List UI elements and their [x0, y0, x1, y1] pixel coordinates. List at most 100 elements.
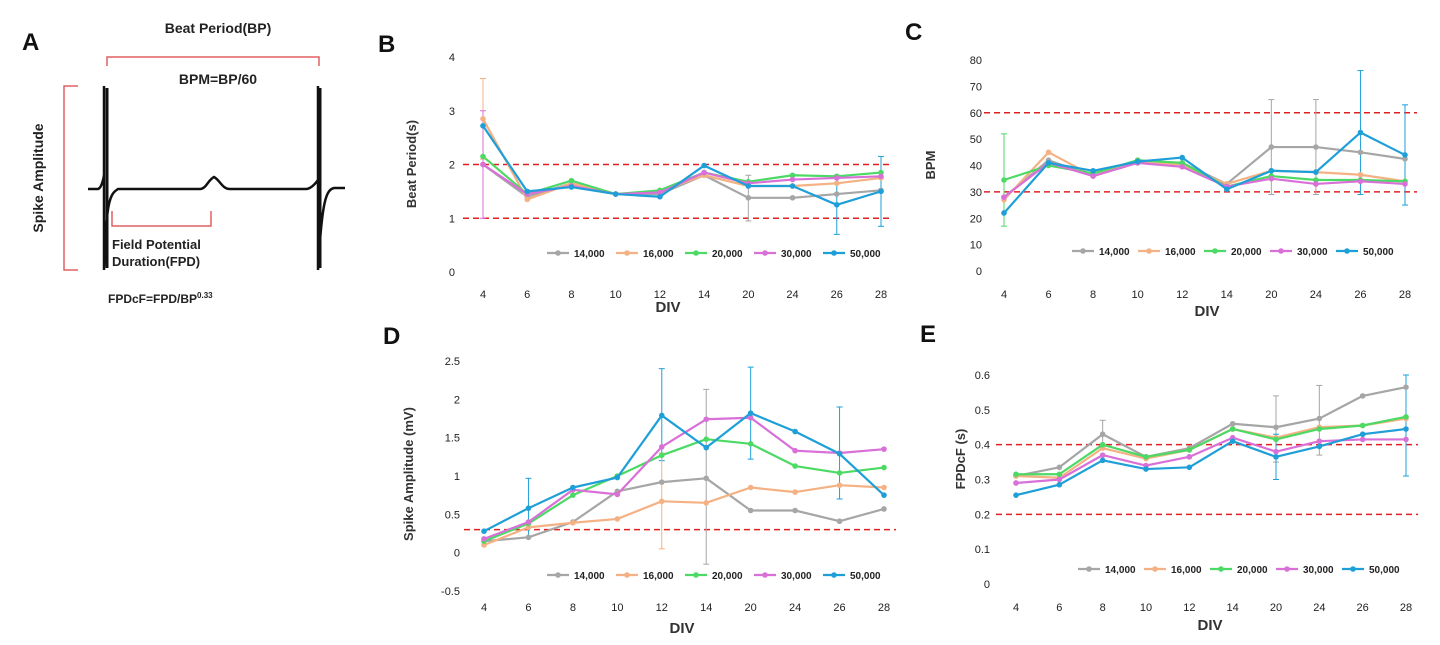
chart-d-point-30000-3	[614, 491, 621, 498]
chart-d-point-50000-6	[747, 410, 754, 416]
chart-b-xtick-5: 14	[698, 289, 710, 301]
chart-d-xtick-4: 12	[656, 602, 668, 614]
chart-e-point-30000-9	[1403, 436, 1409, 443]
bpm-formula-label: BPM=BP/60	[179, 71, 257, 87]
chart-b-point-20000-0	[480, 153, 486, 160]
chart-d-point-14000-5	[703, 475, 710, 482]
chart-c-point-16000-8	[1357, 171, 1364, 178]
chart-b-ytick-0: 0	[449, 267, 455, 279]
fpdcf-formula: FPDcF=FPD/BP0.33	[108, 291, 213, 306]
chart-b-point-16000-0	[480, 116, 486, 122]
chart-e-point-20000-6	[1273, 436, 1279, 443]
chart-e-point-14000-9	[1403, 384, 1409, 390]
chart-d-series-line-16000	[483, 484, 885, 547]
chart-e-point-20000-7	[1316, 426, 1323, 432]
chart-d-point-50000-9	[881, 492, 887, 498]
chart-c-series-line-50000	[1003, 131, 1406, 214]
chart-d-point-20000-7	[792, 463, 798, 469]
chart-c-ytick-5: 50	[970, 134, 982, 146]
chart-c-legend-item-1: 16,000	[1138, 247, 1196, 258]
chart-c-ytick-7: 70	[970, 81, 982, 93]
chart-e-point-20000-3	[1143, 454, 1149, 460]
chart-d-xtick-8: 26	[833, 602, 845, 614]
chart-e-ytick-0: 0	[984, 579, 990, 591]
chart-c-xtick-8: 26	[1354, 289, 1366, 301]
chart-e-point-30000-8	[1359, 436, 1366, 443]
panel-a: A Beat Period(BP) BPM=BP/60 Spike Amplit…	[22, 20, 345, 306]
chart-e-point-20000-1	[1056, 471, 1063, 478]
chart-c-ytick-1: 10	[970, 240, 982, 252]
chart-e-point-14000-2	[1099, 431, 1106, 438]
chart-c-xtick-7: 24	[1310, 289, 1322, 301]
chart-e-xtick-1: 6	[1056, 602, 1062, 614]
svg-text:20,000: 20,000	[712, 571, 743, 582]
chart-c-ytick-6: 60	[970, 108, 982, 120]
panel-d-letter: D	[383, 323, 400, 350]
chart-d-point-30000-5	[703, 416, 710, 423]
chart-c-point-50000-9	[1402, 152, 1408, 158]
chart-d-xtick-3: 10	[611, 602, 623, 614]
chart-e-point-20000-2	[1099, 441, 1106, 448]
chart-d-point-50000-7	[792, 428, 798, 435]
chart-e-legend-item-3: 30,000	[1276, 565, 1334, 576]
chart-e-point-50000-7	[1316, 443, 1323, 450]
chart-b-xtick-7: 24	[786, 289, 798, 301]
chart-c-ytick-0: 0	[976, 266, 982, 278]
chart-d-ytick-0: -0.5	[441, 586, 460, 598]
chart-e-point-50000-6	[1273, 454, 1279, 460]
chart-d-ytick-1: 0	[454, 548, 460, 560]
chart-d-point-20000-4	[658, 452, 665, 459]
chart-b-ytick-1: 1	[449, 213, 455, 225]
svg-text:14,000: 14,000	[1099, 247, 1130, 258]
chart-d-point-16000-7	[792, 489, 798, 495]
chart-d-xtick-2: 8	[570, 602, 576, 614]
chart-e-xtick-3: 10	[1140, 602, 1152, 614]
chart-d-point-14000-1	[525, 534, 532, 541]
chart-e-xtick-4: 12	[1183, 602, 1195, 614]
chart-b-ylabel: Beat Period(s)	[404, 120, 419, 208]
chart-d-point-30000-7	[792, 447, 798, 454]
spike-amplitude-label: Spike Amplitude	[30, 123, 46, 232]
chart-c-point-50000-1	[1045, 160, 1052, 166]
chart-b-point-50000-0	[480, 123, 486, 129]
chart-d-point-30000-9	[881, 446, 887, 452]
chart-b-point-50000-7	[789, 183, 796, 189]
chart-c-legend-item-2: 20,000	[1204, 247, 1262, 258]
chart-e-point-14000-7	[1316, 415, 1323, 422]
panel-c: C BPM DIV 0 10 20 30 40 50 60 70 80 4 6 8 10 12 14 20 24…	[905, 19, 1417, 320]
svg-text:14,000: 14,000	[574, 571, 605, 582]
chart-e-point-50000-5	[1229, 438, 1236, 444]
svg-text:50,000: 50,000	[1369, 565, 1400, 576]
chart-c-point-50000-6	[1268, 167, 1275, 174]
chart-e-point-20000-0	[1013, 471, 1019, 478]
svg-text:14,000: 14,000	[574, 249, 605, 260]
chart-e-xtick-6: 20	[1270, 602, 1282, 614]
chart-e-xlabel: DIV	[1197, 617, 1222, 634]
fpd-bracket	[111, 211, 212, 227]
chart-e-point-14000-1	[1056, 464, 1063, 471]
chart-e-xtick-8: 26	[1357, 602, 1369, 614]
chart-c-ytick-2: 20	[970, 213, 982, 225]
chart-c-point-30000-2	[1090, 173, 1096, 179]
chart-c-point-50000-0	[1001, 210, 1007, 216]
chart-b-point-50000-5	[701, 162, 707, 169]
spike-amplitude-bracket	[63, 85, 78, 271]
chart-e-point-30000-2	[1099, 452, 1106, 458]
chart-b-ytick-2: 2	[449, 160, 455, 172]
chart-d-xtick-7: 24	[789, 602, 801, 614]
chart-c-xtick-4: 12	[1176, 289, 1188, 301]
chart-c-point-20000-7	[1313, 177, 1319, 183]
chart-b-point-50000-9	[878, 188, 884, 195]
chart-e-point-50000-9	[1403, 426, 1409, 432]
chart-e-ytick-3: 0.3	[975, 475, 990, 487]
panel-c-letter: C	[905, 19, 922, 46]
chart-d-xtick-9: 28	[878, 602, 890, 614]
chart-c-xtick-6: 20	[1265, 289, 1277, 301]
chart-c-xtick-3: 10	[1132, 289, 1144, 301]
chart-e-point-20000-9	[1403, 414, 1409, 420]
chart-d-xtick-1: 6	[525, 602, 531, 614]
chart-e-xtick-0: 4	[1013, 602, 1019, 614]
chart-d-ytick-2: 0.5	[445, 509, 460, 521]
